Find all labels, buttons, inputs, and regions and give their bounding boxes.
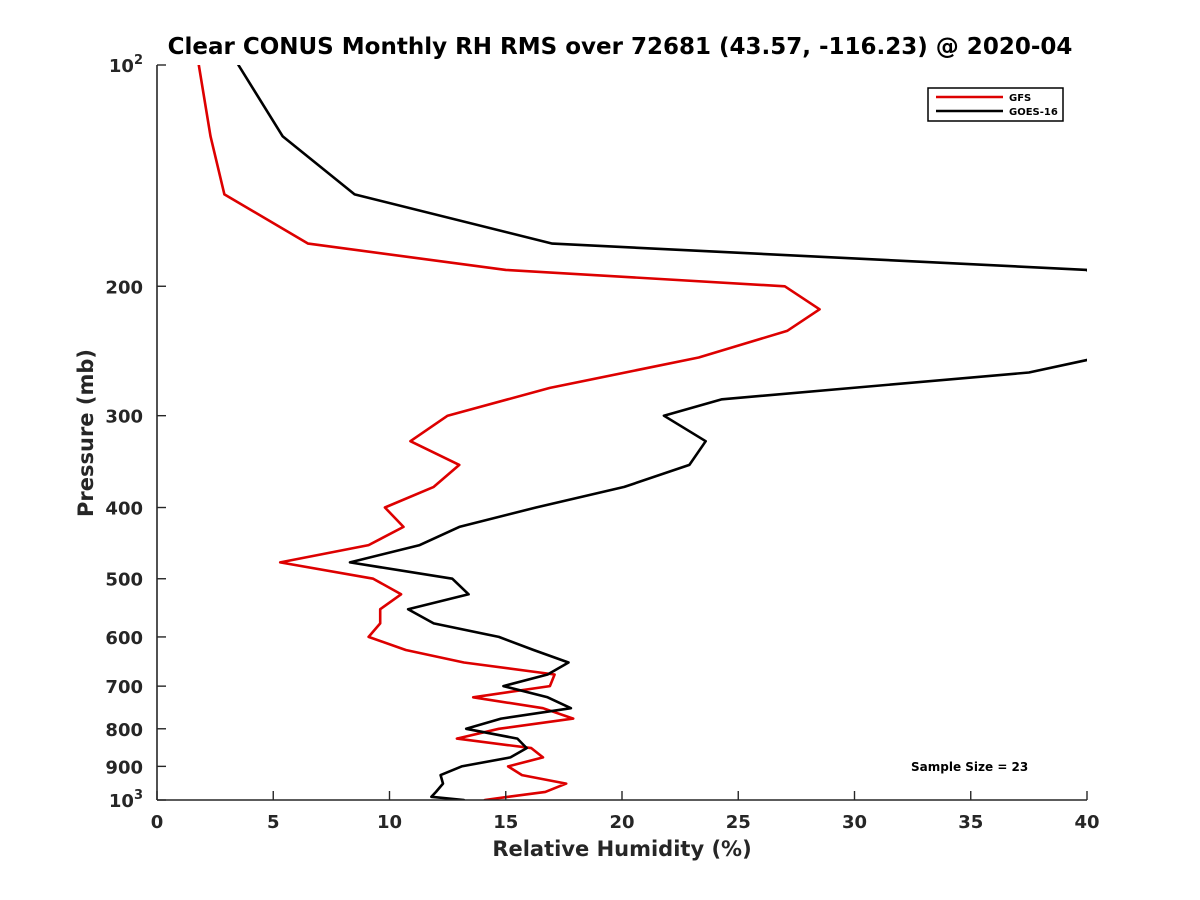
y-tick-label: 400 xyxy=(105,499,143,520)
y-axis-label: Pressure (mb) xyxy=(74,349,98,517)
y-tick-label: 700 xyxy=(105,677,143,698)
y-tick-label: 200 xyxy=(105,277,143,298)
sample-size-annotation: Sample Size = 23 xyxy=(911,760,1028,774)
y-tick-label: 600 xyxy=(105,628,143,649)
series-layer xyxy=(197,65,1087,800)
x-tick-label: 20 xyxy=(609,812,634,833)
legend: GFS GOES-16 xyxy=(927,87,1064,122)
plot-area: 0 5 10 15 20 25 30 35 40 102 200 300 400 500 600 700 80… xyxy=(105,53,1099,833)
x-tick-label: 15 xyxy=(493,812,518,833)
x-tick-label: 10 xyxy=(377,812,402,833)
y-tick-label: 300 xyxy=(105,407,143,428)
x-tick-label: 25 xyxy=(726,812,751,833)
x-tick-label: 5 xyxy=(267,812,280,833)
series-line-gfs xyxy=(197,65,821,800)
legend-label-goes-16: GOES-16 xyxy=(1009,107,1058,118)
x-ticks: 0 5 10 15 20 25 30 35 40 xyxy=(151,791,1100,833)
y-tick-label: 900 xyxy=(105,757,143,778)
chart-title: Clear CONUS Monthly RH RMS over 72681 (4… xyxy=(168,34,1073,60)
y-tick-label: 102 xyxy=(109,53,143,77)
y-ticks: 102 200 300 400 500 600 700 800 900 103 xyxy=(105,53,166,812)
x-tick-label: 30 xyxy=(842,812,867,833)
x-tick-label: 0 xyxy=(151,812,164,833)
y-tick-label: 103 xyxy=(109,788,143,812)
y-tick-label: 500 xyxy=(105,570,143,591)
y-tick-label: 800 xyxy=(105,720,143,741)
legend-box xyxy=(927,87,1064,122)
series-line-goes-16 xyxy=(237,65,1087,800)
legend-label-gfs: GFS xyxy=(1009,93,1031,104)
x-axis-label: Relative Humidity (%) xyxy=(492,837,751,861)
x-tick-label: 40 xyxy=(1074,812,1099,833)
x-tick-label: 35 xyxy=(958,812,983,833)
